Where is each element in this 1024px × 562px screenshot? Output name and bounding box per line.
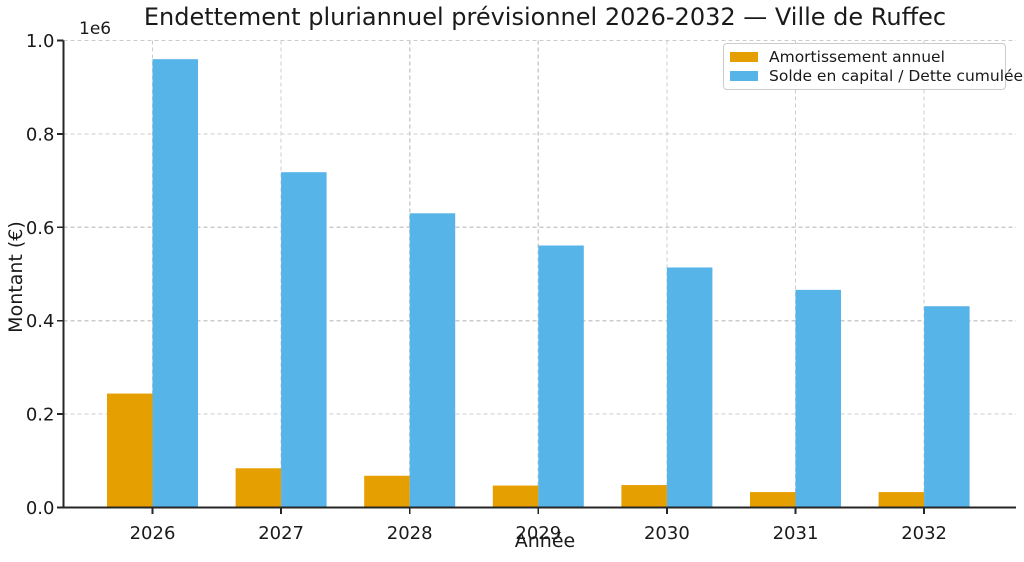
- y-axis-offset-text: 1e6: [79, 19, 112, 39]
- legend-item-solde: Solde en capital / Dette cumulée: [730, 67, 1023, 85]
- legend-swatch-solde-icon: [730, 71, 758, 81]
- bar-solde-2026: [152, 59, 198, 508]
- x-tick-label: 2031: [773, 523, 819, 544]
- bar-amortissement-2030: [621, 485, 667, 508]
- legend-label-amortissement: Amortissement annuel: [769, 48, 945, 66]
- x-tick-label: 2029: [515, 523, 561, 544]
- x-tick-label: 2026: [130, 523, 176, 544]
- bar-amortissement-2031: [750, 492, 796, 508]
- legend-label-solde: Solde en capital / Dette cumulée: [769, 67, 1024, 85]
- bar-solde-2031: [795, 289, 841, 508]
- bar-solde-2030: [666, 267, 713, 508]
- y-axis-label: Montant (€): [5, 221, 27, 333]
- y-tick-label: 1.0: [26, 31, 55, 52]
- bar-amortissement-2029: [492, 485, 539, 508]
- x-tick-label: 2027: [258, 523, 304, 544]
- y-tick-label: 0.6: [26, 218, 55, 239]
- bar-amortissement-2027: [235, 468, 282, 508]
- bar-solde-2027: [281, 172, 327, 508]
- bar-solde-2028: [409, 213, 456, 508]
- x-tick-label: 2032: [901, 523, 947, 544]
- y-tick-label: 0.8: [26, 124, 55, 145]
- legend-item-amortissement: Amortissement annuel: [730, 48, 997, 66]
- bar-amortissement-2028: [364, 475, 410, 508]
- bar-solde-2032: [924, 306, 970, 508]
- legend-swatch-amortissement-icon: [730, 52, 758, 62]
- bar-solde-2029: [538, 245, 584, 508]
- legend: Amortissement annuel Solde en capital / …: [723, 43, 1023, 90]
- bar-amortissement-2032: [878, 492, 925, 508]
- y-tick-label: 0.4: [26, 311, 55, 332]
- y-tick-label: 0.0: [26, 498, 55, 519]
- y-tick-label: 0.2: [26, 405, 55, 426]
- x-axis-label: Année: [514, 530, 576, 552]
- bar-amortissement-2026: [107, 393, 153, 508]
- x-tick-label: 2028: [387, 523, 433, 544]
- chart-title: Endettement pluriannuel prévisionnel 202…: [143, 3, 947, 31]
- x-tick-label: 2030: [644, 523, 690, 544]
